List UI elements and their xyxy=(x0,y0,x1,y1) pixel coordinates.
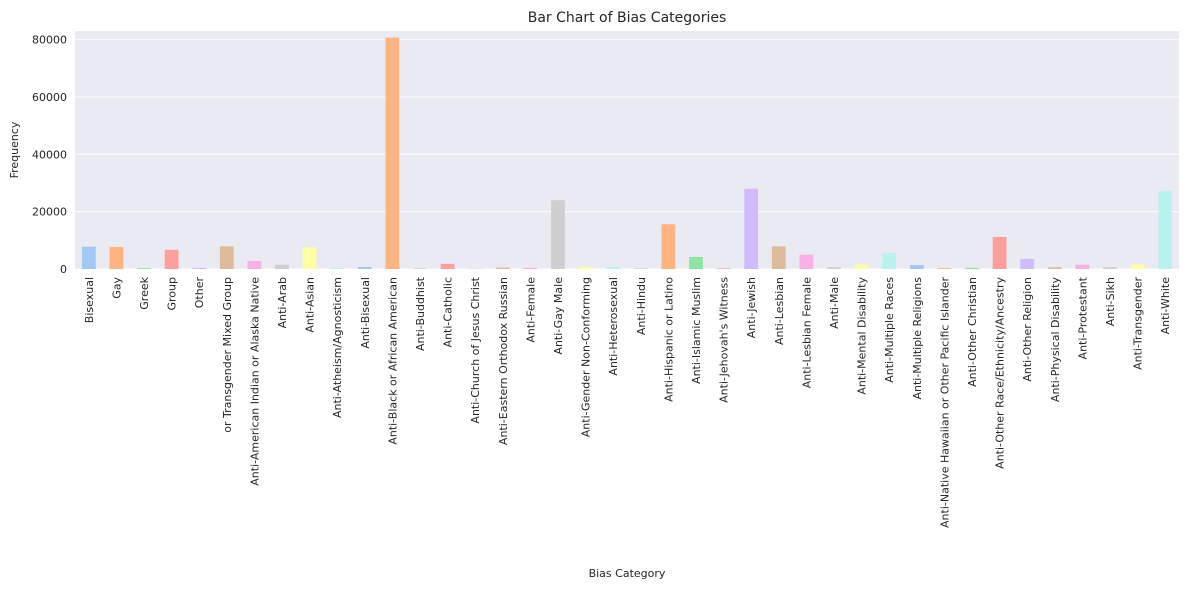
bar xyxy=(827,267,841,269)
y-tick-label: 80000 xyxy=(32,34,67,47)
bar xyxy=(109,246,124,269)
x-tick-label: Anti-Heterosexual xyxy=(607,277,620,376)
x-tick-label: Anti-Physical Disability xyxy=(1049,277,1062,403)
bar xyxy=(302,247,317,269)
bar xyxy=(551,200,565,269)
x-tick-label: Anti-Lesbian Female xyxy=(800,277,813,389)
x-tick-label: Anti-Other Race/Ethnicity/Ancestry xyxy=(994,277,1007,469)
x-tick-label: Anti-Atheism/Agnosticism xyxy=(331,277,344,418)
plot-area xyxy=(75,31,1179,269)
x-tick-label: Anti-Hindu xyxy=(635,277,648,335)
bar xyxy=(1130,264,1145,269)
chart-title: Bar Chart of Bias Categories xyxy=(528,10,727,26)
x-tick-label: or Transgender Mixed Group xyxy=(221,277,234,433)
y-tick-labels: 0 20000 40000 60000 80000 xyxy=(32,34,67,276)
bar xyxy=(247,260,262,269)
bar xyxy=(992,236,1007,269)
bar xyxy=(689,256,703,269)
bar xyxy=(1103,267,1117,269)
y-axis-label: Frequency xyxy=(8,121,21,178)
bar xyxy=(192,267,207,269)
x-tick-label: Anti-Buddhist xyxy=(414,276,427,351)
x-tick-label: Anti-American Indian or Alaska Native xyxy=(248,277,261,486)
x-tick-label: Anti-Black or African American xyxy=(386,277,399,445)
x-tick-label: Anti-Jehovah's Witness xyxy=(718,277,731,403)
x-tick-label: Anti-Gay Male xyxy=(552,277,565,355)
bar xyxy=(440,263,455,269)
y-tick-label: 20000 xyxy=(32,206,67,219)
bar xyxy=(164,249,179,269)
bar xyxy=(1075,264,1090,269)
x-tick-label: Anti-Female xyxy=(524,277,537,343)
x-tick-label: Anti-Gender Non-Conforming xyxy=(580,277,593,437)
x-tick-label: Anti-Multiple Religions xyxy=(911,277,924,400)
bar xyxy=(965,267,979,269)
x-tick-label: Other xyxy=(193,277,206,309)
x-tick-label: Anti-Transgender xyxy=(1132,277,1145,370)
x-tick-label: Anti-Islamic Muslim xyxy=(690,277,703,384)
bar xyxy=(1047,267,1062,269)
bar xyxy=(495,267,510,269)
x-tick-label: Anti-Bisexual xyxy=(359,277,372,349)
x-tick-label: Anti-Lesbian xyxy=(773,277,786,345)
x-tick-label: Anti-Other Christian xyxy=(966,277,979,387)
x-tick-label: Group xyxy=(166,277,179,311)
bar xyxy=(357,266,372,269)
y-tick-label: 40000 xyxy=(32,148,67,161)
bar xyxy=(937,268,952,269)
bar xyxy=(716,268,731,269)
x-tick-label: Anti-Native Hawaiian or Other Pacific Is… xyxy=(938,277,951,528)
bar xyxy=(799,254,814,269)
x-tick-label: Gay xyxy=(110,277,123,299)
bar xyxy=(854,264,869,269)
x-tick-label: Anti-Male xyxy=(828,277,841,329)
x-tick-label: Anti-Arab xyxy=(276,277,289,328)
x-tick-label: Anti-Mental Disability xyxy=(856,277,869,395)
x-tick-label: Anti-Sikh xyxy=(1104,277,1117,326)
bar xyxy=(661,224,676,269)
bar xyxy=(385,37,400,269)
x-tick-label: Anti-Other Religion xyxy=(1021,277,1034,382)
x-tick-label: Anti-Eastern Orthodox Russian xyxy=(497,277,510,445)
x-tick-label: Anti-Jewish xyxy=(745,277,758,338)
bar xyxy=(606,266,621,269)
bar xyxy=(909,264,924,269)
bar xyxy=(882,252,897,269)
bar xyxy=(771,246,786,269)
bars xyxy=(81,37,1173,269)
bar xyxy=(275,264,289,269)
bar xyxy=(330,268,345,269)
bar xyxy=(1020,258,1035,269)
bar xyxy=(744,188,759,269)
y-tick-label: 0 xyxy=(60,263,67,276)
bar xyxy=(1158,191,1173,269)
x-tick-label: Anti-Multiple Races xyxy=(883,277,896,383)
x-tick-label: Greek xyxy=(138,276,151,309)
x-tick-label: Bisexual xyxy=(83,277,96,323)
x-tick-label: Anti-Hispanic or Latino xyxy=(662,277,675,402)
x-tick-label: Anti-Protestant xyxy=(1076,276,1089,359)
bar xyxy=(578,266,593,269)
x-axis-label: Bias Category xyxy=(589,567,666,580)
x-tick-label: Anti-Asian xyxy=(304,277,317,333)
x-tick-label: Anti-Church of Jesus Christ xyxy=(469,276,482,423)
y-tick-label: 60000 xyxy=(32,91,67,104)
bar xyxy=(219,246,234,269)
x-tick-label: Anti-Catholic xyxy=(442,277,455,347)
x-tick-label: Anti-White xyxy=(1159,277,1172,335)
x-tick-labels: Bisexual Gay Greek Group Other or Transgender… xyxy=(83,276,1172,528)
bar xyxy=(81,246,96,269)
bar xyxy=(523,267,538,269)
bar xyxy=(137,268,151,269)
